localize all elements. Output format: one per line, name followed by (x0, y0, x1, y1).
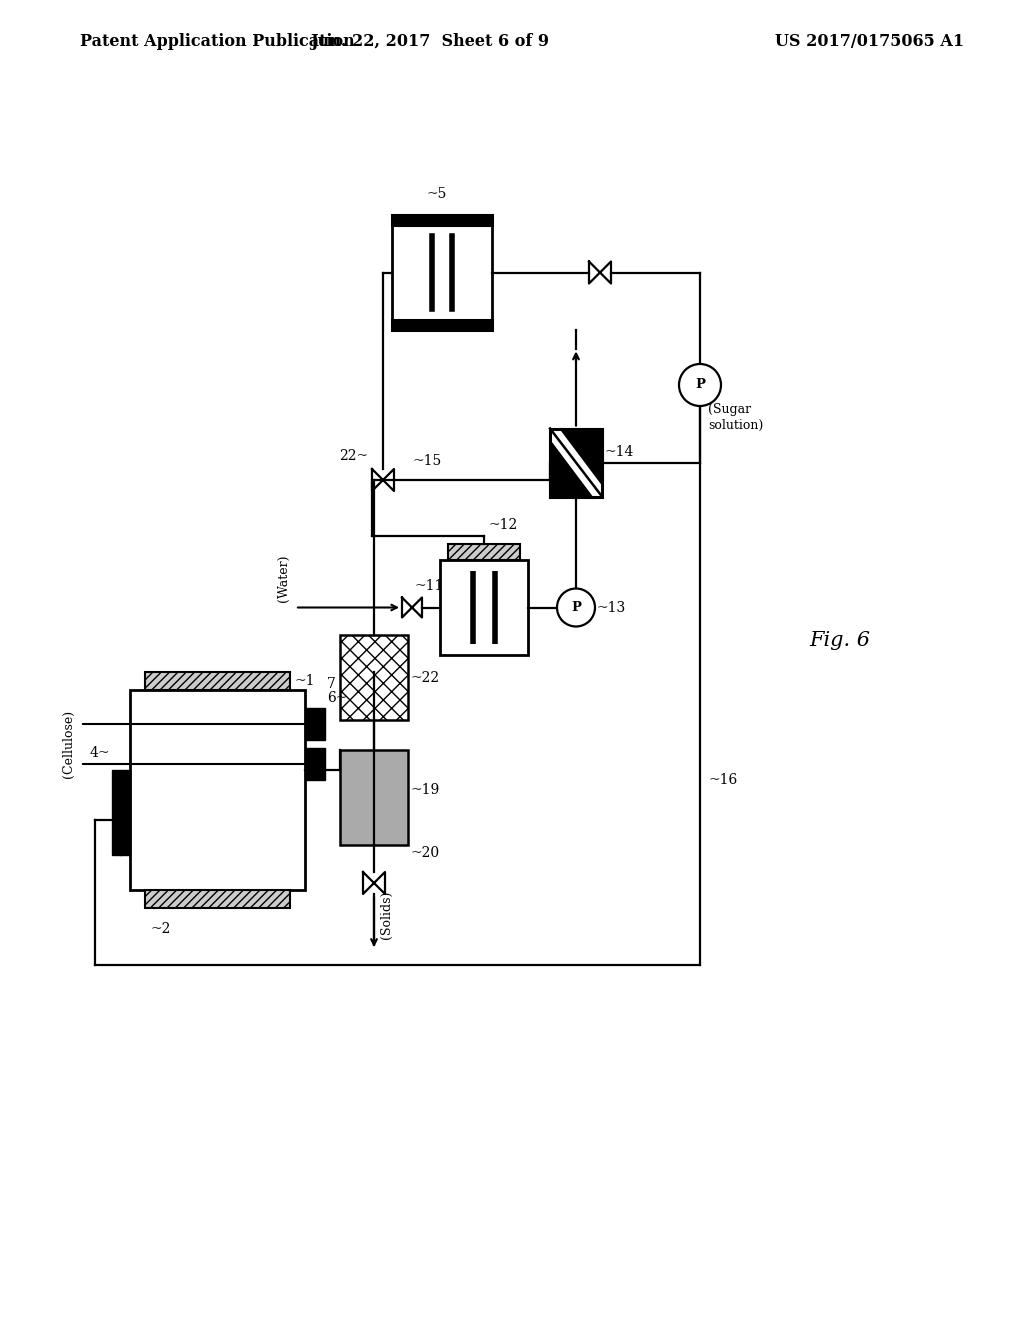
Text: 4~: 4~ (89, 746, 110, 760)
Text: ~12: ~12 (489, 517, 518, 532)
Text: ~2: ~2 (150, 921, 170, 936)
Bar (392, 215, 492, 224)
Bar (130, 690, 305, 890)
Bar (145, 672, 290, 690)
Bar (550, 429, 602, 496)
Text: ~1: ~1 (294, 675, 314, 688)
Text: (Sugar
solution): (Sugar solution) (708, 404, 763, 432)
Text: ~15: ~15 (413, 454, 442, 469)
Text: (Water): (Water) (276, 554, 290, 602)
Text: ~16: ~16 (708, 774, 737, 787)
Text: ~19: ~19 (411, 783, 440, 796)
Text: US 2017/0175065 A1: US 2017/0175065 A1 (775, 33, 965, 50)
Bar (392, 319, 492, 330)
Bar (392, 224, 492, 319)
Circle shape (557, 589, 595, 627)
Bar (305, 748, 325, 780)
Bar (145, 890, 290, 908)
Text: (Solids): (Solids) (380, 891, 393, 940)
Text: ~22: ~22 (411, 671, 440, 685)
Text: ~13: ~13 (597, 601, 627, 615)
Text: 22~: 22~ (339, 449, 368, 463)
Text: Fig. 6: Fig. 6 (810, 631, 870, 649)
Text: ~14: ~14 (605, 446, 635, 459)
Bar (449, 544, 520, 560)
Bar (112, 770, 130, 855)
Text: Jun. 22, 2017  Sheet 6 of 9: Jun. 22, 2017 Sheet 6 of 9 (310, 33, 550, 50)
Text: ~20: ~20 (411, 846, 440, 861)
Text: Patent Application Publication: Patent Application Publication (80, 33, 354, 50)
Text: (Cellulose): (Cellulose) (61, 710, 75, 777)
Text: 7: 7 (327, 677, 336, 690)
Bar (440, 560, 528, 655)
Bar (340, 635, 408, 719)
Bar (305, 708, 325, 741)
Bar (550, 429, 602, 496)
Bar (340, 750, 408, 845)
Text: 6~: 6~ (327, 690, 347, 705)
Text: ~11: ~11 (414, 578, 443, 593)
Text: P: P (571, 601, 581, 614)
Text: ~5: ~5 (427, 187, 447, 201)
Text: P: P (695, 379, 705, 392)
Circle shape (679, 364, 721, 407)
